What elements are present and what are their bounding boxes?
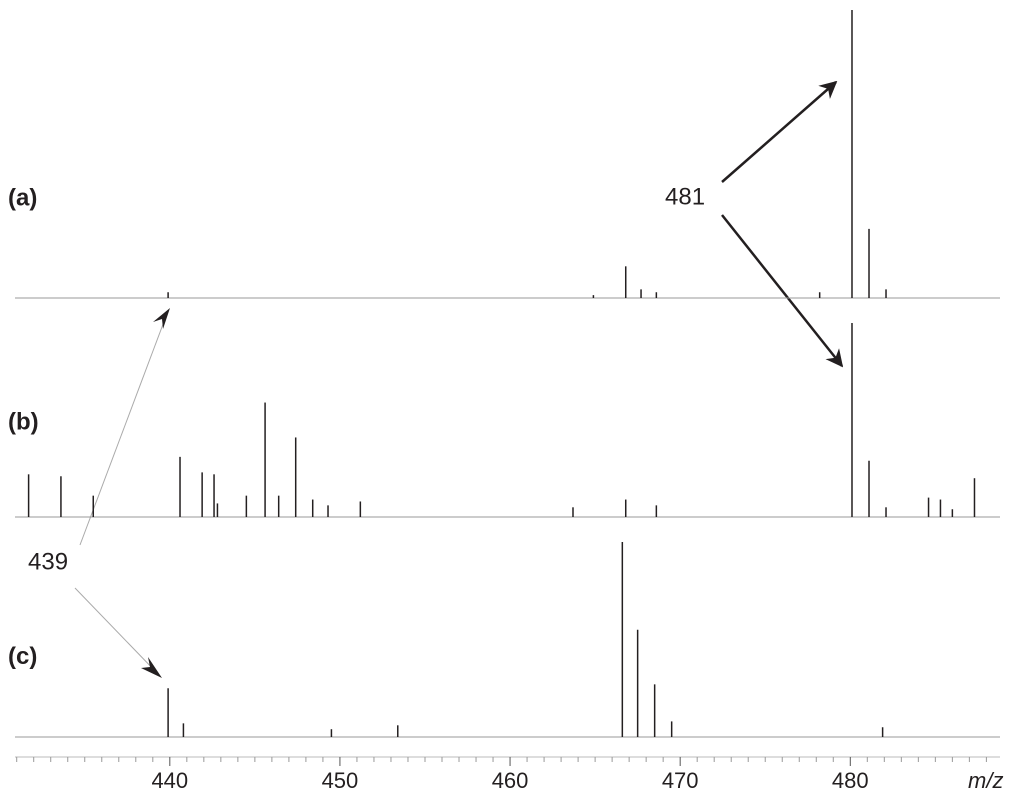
x-tick-label: 450 bbox=[322, 768, 359, 793]
pointer-line bbox=[74, 587, 159, 675]
panel-label: (a) bbox=[8, 184, 37, 211]
arrow bbox=[721, 80, 838, 183]
x-tick-label: 470 bbox=[662, 768, 699, 793]
annotation-layer: 481 439 m/z bbox=[28, 80, 1003, 793]
x-axis-label: m/z bbox=[968, 768, 1003, 793]
arrowhead bbox=[153, 308, 170, 329]
x-tick-label: 480 bbox=[832, 768, 869, 793]
panel-label: (c) bbox=[8, 643, 37, 670]
annotation: 439 bbox=[28, 548, 68, 575]
pointer-line bbox=[79, 310, 169, 546]
x-tick-label: 440 bbox=[151, 768, 188, 793]
panel-label: (b) bbox=[8, 408, 39, 435]
annotation: 481 bbox=[665, 183, 705, 210]
arrow bbox=[721, 214, 844, 368]
arrowhead bbox=[141, 657, 162, 678]
x-tick-label: 460 bbox=[492, 768, 529, 793]
